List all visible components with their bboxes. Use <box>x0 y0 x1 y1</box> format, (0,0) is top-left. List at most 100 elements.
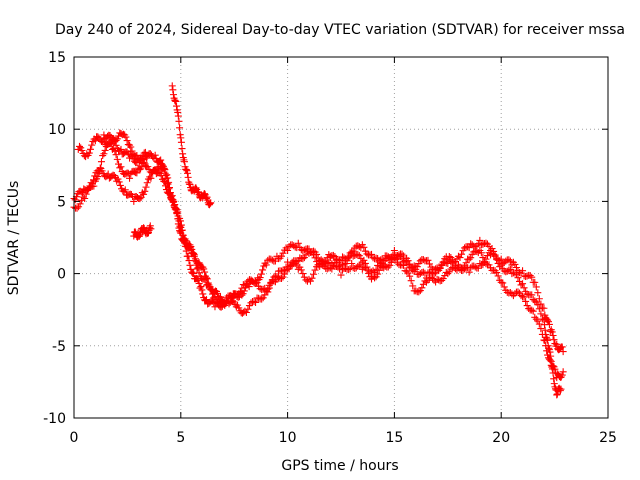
data-point <box>252 298 260 306</box>
data-point-sample <box>197 283 205 291</box>
data-point-sample <box>419 256 427 264</box>
data-point-sample <box>299 255 307 263</box>
data-point-sample <box>545 344 553 352</box>
data-point-sample <box>238 284 246 292</box>
data-point-sample <box>361 259 369 267</box>
data-point-sample <box>371 268 379 276</box>
data-point <box>294 239 302 247</box>
data-point-sample <box>203 193 211 201</box>
series-track-f <box>100 131 151 167</box>
data-point-sample <box>136 195 144 203</box>
data-point-sample <box>407 277 415 285</box>
x-tick-label: 25 <box>599 430 617 446</box>
data-point-sample <box>73 204 81 212</box>
data-point-sample <box>558 371 566 379</box>
data-point-sample <box>377 256 385 264</box>
data-point-sample <box>274 274 282 282</box>
data-point-sample <box>192 184 200 192</box>
data-point <box>100 150 108 158</box>
data-point-sample <box>180 156 188 164</box>
data-point-sample <box>201 190 209 198</box>
data-point-sample <box>556 387 564 395</box>
data-point-sample <box>247 276 255 284</box>
data-point <box>348 259 356 267</box>
data-point-sample <box>91 172 99 180</box>
data-point-sample <box>467 254 475 262</box>
data-point-sample <box>177 138 185 146</box>
data-point-sample <box>325 251 333 259</box>
data-point-sample <box>526 272 534 280</box>
data-point <box>262 261 270 269</box>
data-point-sample <box>404 269 412 277</box>
data-point-sample <box>383 252 391 260</box>
data-point-sample <box>198 286 206 294</box>
y-tick-label: 5 <box>57 194 66 210</box>
data-point <box>117 163 125 171</box>
data-point-sample <box>506 265 514 273</box>
data-point-sample <box>435 266 443 274</box>
data-point-sample <box>500 283 508 291</box>
data-point-sample <box>188 249 196 257</box>
data-point-sample <box>174 208 182 216</box>
data-point-sample <box>279 267 287 275</box>
data-point-sample <box>178 145 186 153</box>
y-tick-label: 15 <box>48 50 66 66</box>
data-point-sample <box>400 261 408 269</box>
data-point <box>168 192 176 200</box>
data-point <box>476 259 484 267</box>
data-point-sample <box>282 266 290 274</box>
x-tick-label: 10 <box>279 430 297 446</box>
data-point-sample <box>180 236 188 244</box>
data-point-sample <box>180 158 188 166</box>
data-point-sample <box>267 278 275 286</box>
data-point-sample <box>506 257 514 265</box>
data-point <box>540 316 548 324</box>
data-point-sample <box>279 273 287 281</box>
data-point-sample <box>535 295 543 303</box>
data-point-sample <box>406 272 414 280</box>
data-point <box>519 280 527 288</box>
data-point-sample <box>514 274 522 282</box>
data-point-sample <box>127 151 135 159</box>
data-point <box>177 134 185 142</box>
data-point-sample <box>425 260 433 268</box>
data-point-sample <box>541 321 549 329</box>
data-point-sample <box>140 190 148 198</box>
data-point-sample <box>537 300 545 308</box>
x-tick-label: 5 <box>176 430 185 446</box>
data-point <box>147 174 155 182</box>
data-points <box>70 82 567 399</box>
data-point-sample <box>430 270 438 278</box>
data-point <box>151 151 159 159</box>
data-point-sample <box>259 266 267 274</box>
data-point <box>548 365 556 373</box>
data-point-sample <box>191 257 199 265</box>
data-point-sample <box>393 252 401 260</box>
data-point-sample <box>138 163 146 171</box>
data-point-sample <box>206 283 214 291</box>
data-point-sample <box>178 226 186 234</box>
data-point-sample <box>308 274 316 282</box>
y-tick-label: 0 <box>57 267 66 283</box>
data-point-sample <box>541 326 549 334</box>
plot-frame <box>73 56 609 419</box>
data-point-sample <box>200 275 208 283</box>
data-point-sample <box>480 258 488 266</box>
data-point-sample <box>471 263 479 271</box>
data-point-sample <box>505 266 513 274</box>
data-point <box>130 197 138 205</box>
data-point <box>559 368 567 376</box>
y-axis-label: SDTVAR / TECUs <box>6 181 22 296</box>
data-point <box>164 180 172 188</box>
data-point <box>337 271 345 279</box>
data-point-sample <box>542 333 550 341</box>
data-point-sample <box>271 272 279 280</box>
series-track-d <box>168 82 215 209</box>
data-point-sample <box>535 305 543 313</box>
data-point-sample <box>523 302 531 310</box>
data-point-sample <box>424 256 432 264</box>
data-point-sample <box>511 269 519 277</box>
data-point-sample <box>439 275 447 283</box>
data-point-sample <box>142 183 150 191</box>
